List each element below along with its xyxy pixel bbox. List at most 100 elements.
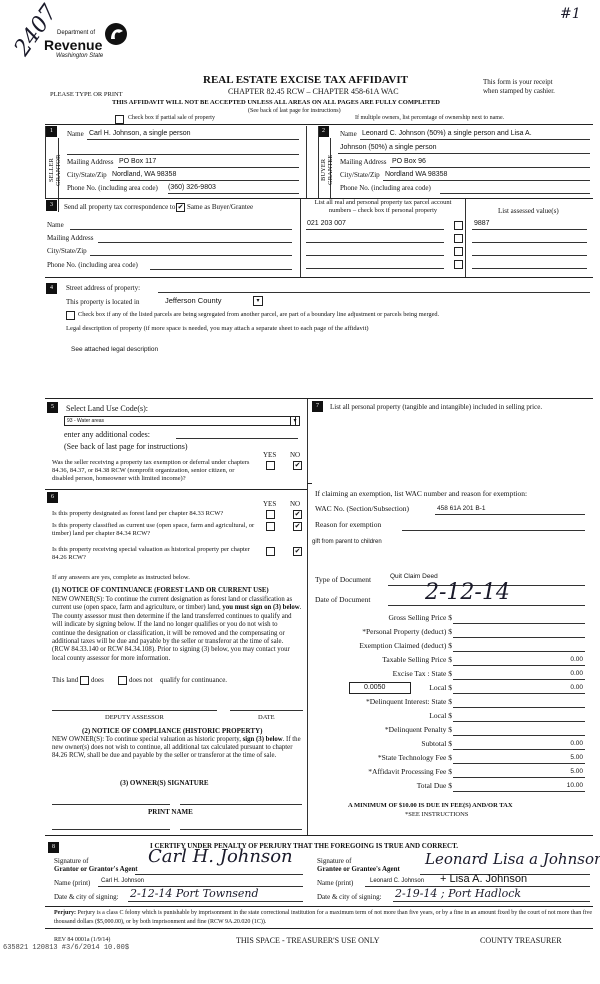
same-as-buyer-label: Same as Buyer/Grantee bbox=[187, 203, 254, 211]
receipt-stamp: 635821 120813 #3/6/2014 10.00$ bbox=[3, 944, 130, 952]
yes-checkbox[interactable] bbox=[266, 522, 275, 531]
amount-value-field[interactable]: 5.00 bbox=[570, 754, 583, 761]
parcel-number-field[interactable] bbox=[306, 242, 444, 243]
underline bbox=[98, 886, 303, 887]
seller-phone-field[interactable]: (360) 326-9803 bbox=[168, 184, 216, 191]
amount-value-field[interactable]: 0.00 bbox=[570, 670, 583, 677]
grantor-name-field[interactable]: Carl H. Johnson bbox=[101, 878, 145, 884]
buyer-name-field[interactable]: Leonard C. Johnson (50%) a single person… bbox=[362, 130, 532, 137]
segregated-checkbox[interactable] bbox=[66, 311, 75, 320]
print-name-line[interactable] bbox=[52, 829, 170, 830]
buyer-mailing-field[interactable]: PO Box 96 bbox=[392, 158, 426, 165]
chevron-down-icon[interactable]: ▾ bbox=[253, 296, 263, 306]
correspondence-name-field[interactable] bbox=[70, 229, 292, 230]
deputy-assessor-signature-line[interactable] bbox=[52, 710, 217, 711]
no-checkbox[interactable]: ✔ bbox=[293, 522, 302, 531]
if-yes-note: If any answers are yes, complete as inst… bbox=[52, 574, 190, 581]
yes-checkbox[interactable] bbox=[266, 547, 275, 556]
same-as-buyer-checkbox[interactable]: ✔ bbox=[176, 203, 185, 212]
wac-field[interactable]: 458 61A 201 B-1 bbox=[437, 505, 486, 512]
personal-property-checkbox[interactable] bbox=[454, 234, 463, 243]
doc-type-field[interactable]: Quit Claim Deed bbox=[390, 573, 438, 580]
grantor-signature-label: Signature of bbox=[54, 857, 89, 865]
seller-mailing-field[interactable]: PO Box 117 bbox=[119, 158, 157, 165]
additional-codes-field[interactable] bbox=[176, 438, 298, 439]
amount-label: Local $ bbox=[429, 711, 452, 720]
grantor-signature[interactable]: Carl H. Johnson bbox=[148, 846, 293, 867]
amount-value-field[interactable]: 0.00 bbox=[570, 740, 583, 747]
county-treasurer-label: COUNTY TREASURER bbox=[480, 936, 562, 945]
assessed-value-field[interactable] bbox=[472, 242, 587, 243]
underline bbox=[393, 901, 590, 902]
parcel-number-field[interactable] bbox=[306, 268, 444, 269]
no-checkbox[interactable]: ✔ bbox=[293, 461, 302, 470]
amount-underline bbox=[453, 623, 585, 624]
no-checkbox[interactable]: ✔ bbox=[293, 547, 302, 556]
assessed-header: List assessed value(s) bbox=[498, 207, 559, 215]
name-label: Name bbox=[47, 221, 64, 229]
buyer-city-field[interactable]: Nordland WA 98358 bbox=[385, 171, 448, 178]
assessor-date-line[interactable] bbox=[230, 710, 303, 711]
amount-value-field[interactable]: 0.00 bbox=[570, 684, 583, 691]
yes-checkbox[interactable] bbox=[266, 510, 275, 519]
divider bbox=[45, 124, 593, 125]
buyer-name-field-line2[interactable]: Johnson (50%) a single person bbox=[340, 144, 437, 151]
no-checkbox[interactable]: ✔ bbox=[293, 510, 302, 519]
exemption-question: Was the seller receiving a property tax … bbox=[52, 459, 250, 482]
underline bbox=[338, 153, 590, 154]
correspondence-mailing-field[interactable] bbox=[98, 242, 292, 243]
doc-date-field[interactable]: 2-12-14 bbox=[425, 580, 510, 605]
amount-label: *Delinquent Interest: State $ bbox=[365, 697, 452, 706]
divider bbox=[330, 138, 331, 198]
seller-city-field[interactable]: Nordland, WA 98358 bbox=[112, 171, 177, 178]
amount-underline bbox=[453, 637, 585, 638]
grantee-name-handwritten: + Lisa A. Johnson bbox=[440, 873, 528, 885]
parcel-number-field[interactable] bbox=[306, 255, 444, 256]
legal-description[interactable]: See attached legal description bbox=[71, 346, 159, 353]
seller-name-line2[interactable] bbox=[67, 154, 299, 155]
land-use-select[interactable]: 93 - Water areas bbox=[64, 416, 296, 426]
divider bbox=[45, 126, 46, 198]
county-select[interactable]: Jefferson County bbox=[165, 296, 222, 305]
owner-signature-line[interactable] bbox=[180, 804, 302, 805]
correspondence-phone-field[interactable] bbox=[150, 269, 292, 270]
mailing-label: Mailing Address bbox=[340, 158, 387, 166]
personal-property-checkbox[interactable] bbox=[454, 260, 463, 269]
grantor-date-field[interactable]: 2-12-14 Port Townsend bbox=[130, 887, 259, 900]
historic-question: Is this property receiving special valua… bbox=[52, 546, 250, 561]
notice-compliance-title: (2) NOTICE OF COMPLIANCE (HISTORIC PROPE… bbox=[82, 727, 263, 735]
amount-value-field[interactable]: 10.00 bbox=[566, 782, 583, 789]
owner-signature-line[interactable] bbox=[52, 804, 170, 805]
grantee-name-field[interactable]: Leonard C. Johnson bbox=[370, 878, 425, 884]
page-mark: #1 bbox=[560, 6, 581, 22]
personal-property-checkbox[interactable] bbox=[454, 247, 463, 256]
grantee-signature[interactable]: Leonard Lisa a Johnson bbox=[425, 850, 600, 868]
city-label: City/State/Zip bbox=[340, 171, 380, 179]
reason-field[interactable]: gift from parent to children bbox=[312, 539, 382, 545]
does-checkbox[interactable] bbox=[80, 676, 89, 685]
buyer-phone-field[interactable] bbox=[440, 193, 590, 194]
amount-underline bbox=[453, 651, 585, 652]
does-not-checkbox[interactable] bbox=[118, 676, 127, 685]
yes-checkbox[interactable] bbox=[266, 461, 275, 470]
assessed-value-field[interactable] bbox=[472, 255, 587, 256]
please-print: PLEASE TYPE OR PRINT bbox=[50, 91, 123, 98]
parcel-number-field[interactable]: 021 203 007 bbox=[307, 220, 346, 227]
amount-value-field[interactable]: 5.00 bbox=[570, 768, 583, 775]
street-address-field[interactable] bbox=[158, 292, 590, 293]
assessed-value-field[interactable]: 9887 bbox=[474, 220, 490, 227]
correspondence-city-field[interactable] bbox=[90, 255, 292, 256]
city-label: City/State/Zip bbox=[47, 247, 87, 255]
assessed-value-field[interactable] bbox=[472, 268, 587, 269]
underline bbox=[168, 193, 299, 194]
underline bbox=[128, 901, 303, 902]
seller-name-field[interactable]: Carl H. Johnson, a single person bbox=[89, 130, 191, 137]
partial-sale-checkbox[interactable] bbox=[115, 115, 124, 124]
chevron-down-icon[interactable]: ▾ bbox=[290, 416, 300, 426]
personal-property-checkbox[interactable] bbox=[454, 221, 463, 230]
amount-value-field[interactable]: 0.00 bbox=[570, 656, 583, 663]
grantee-date-field[interactable]: 2-19-14 ; Port Hadlock bbox=[395, 887, 522, 900]
section-number: 1 bbox=[46, 126, 57, 137]
print-name-line[interactable] bbox=[180, 829, 302, 830]
local-rate-box bbox=[349, 682, 411, 694]
